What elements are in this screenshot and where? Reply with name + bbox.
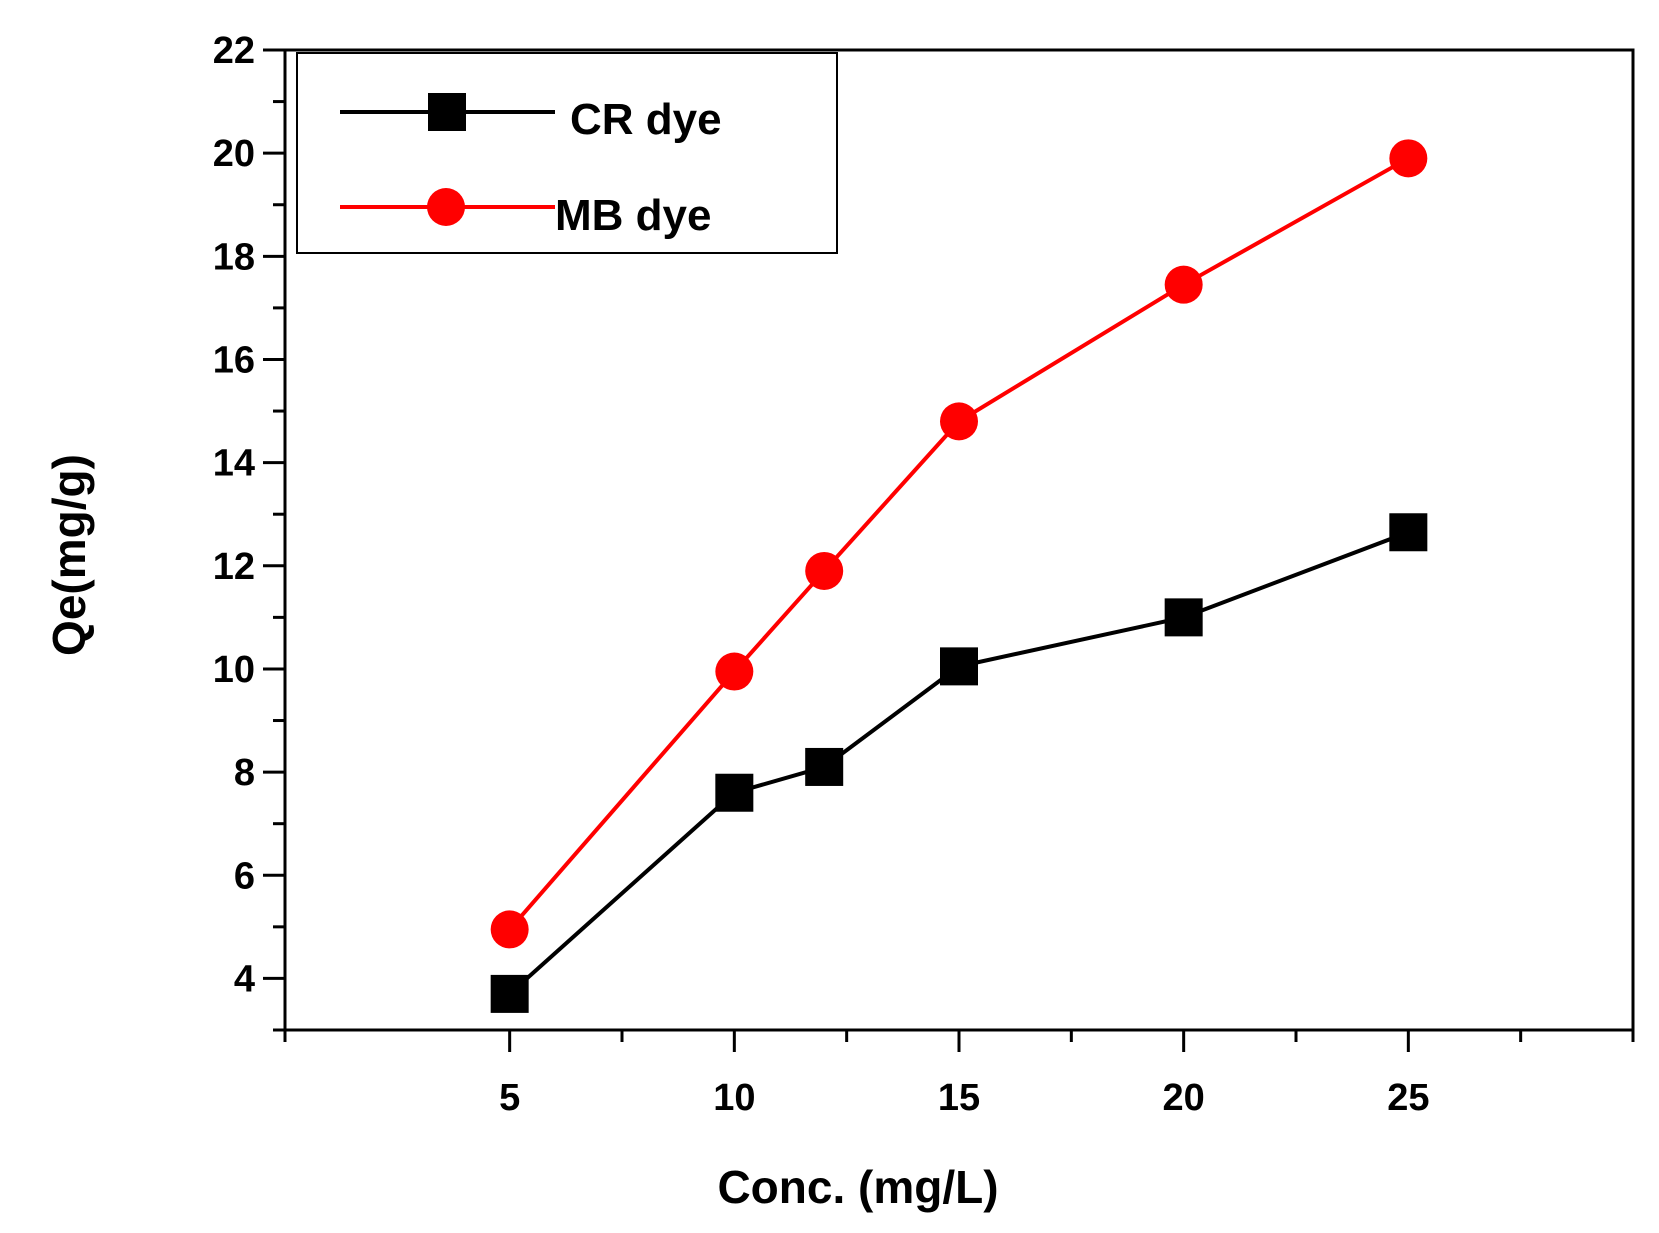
data-point-mb-dye [1389, 139, 1428, 178]
y-tick-label: 4 [234, 958, 255, 1000]
y-tick-label: 16 [213, 339, 255, 381]
series-line-cr-dye [508, 530, 1410, 996]
data-point-cr-dye [1164, 598, 1203, 637]
x-tick-label: 5 [499, 1077, 520, 1119]
y-tick-label: 14 [213, 443, 255, 485]
legend-entry-cr-dye: CR dye [340, 93, 722, 144]
axes: 4 6 8 10 12 14 16 18 20 22 5 10 15 20 25 [213, 30, 1635, 1119]
x-tick-label: 15 [938, 1077, 980, 1119]
x-tick-label: 20 [1163, 1077, 1205, 1119]
data-point-cr-dye [805, 747, 844, 786]
data-point-cr-dye [715, 773, 754, 812]
data-point-mb-dye [940, 402, 978, 441]
y-tick-label: 12 [213, 546, 255, 588]
legend-label-cr-dye: CR dye [570, 95, 722, 144]
data-point-cr-dye [1389, 513, 1428, 552]
series-line-mb-dye [508, 156, 1410, 931]
y-tick-label: 22 [213, 30, 255, 72]
legend: CR dye MB dye [296, 52, 838, 254]
y-tick-label: 8 [234, 752, 255, 794]
data-point-cr-dye [940, 647, 978, 686]
y-tick-label: 18 [213, 236, 255, 278]
x-tick-label: 25 [1387, 1077, 1429, 1119]
data-point-mb-dye [490, 910, 529, 949]
legend-entry-mb-dye: MB dye [340, 188, 711, 240]
y-tick-label: 10 [213, 649, 255, 691]
legend-marker-cr-dye [428, 93, 466, 131]
data-point-mb-dye [805, 551, 844, 590]
y-tick-label: 20 [213, 133, 255, 175]
data-point-cr-dye [490, 974, 529, 1013]
x-tick-label: 10 [713, 1077, 755, 1119]
data-point-mb-dye [715, 652, 754, 691]
legend-label-mb-dye: MB dye [555, 191, 711, 240]
legend-marker-mb-dye [427, 188, 465, 226]
legend-box [296, 52, 838, 254]
x-axis-title: Conc. (mg/L) [717, 1161, 998, 1213]
y-tick-label: 6 [234, 855, 255, 897]
y-axis-title: Qe(mg/g) [43, 454, 95, 656]
data-point-mb-dye [1164, 265, 1203, 304]
series-layer [490, 139, 1428, 1013]
